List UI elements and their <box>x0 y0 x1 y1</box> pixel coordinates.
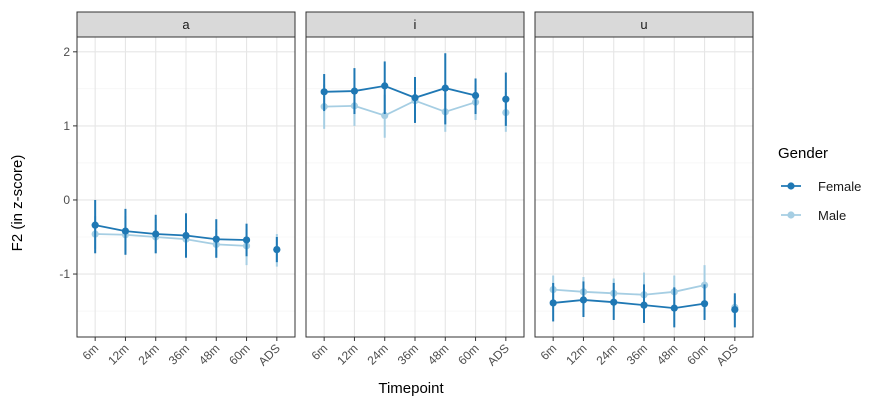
data-point <box>549 299 557 307</box>
data-point <box>502 95 510 103</box>
data-point <box>700 300 709 308</box>
x-tick-label: 12m <box>334 341 360 367</box>
series-line <box>553 284 705 296</box>
data-point <box>579 296 588 304</box>
x-tick-label: 24m <box>135 341 161 367</box>
facet-panel-i: i 6m 12m 24m 36m 48m 60m ADS <box>305 11 525 369</box>
x-tick-label: 24m <box>593 341 619 367</box>
data-point <box>212 235 220 243</box>
y-tick-label: 0 <box>63 193 70 207</box>
x-tick-label: ADS <box>256 341 283 368</box>
x-tick-label: 12m <box>563 341 589 367</box>
x-tick-label: 36m <box>395 341 421 367</box>
data-point <box>121 227 130 235</box>
x-tick-label: 24m <box>364 341 390 367</box>
facet-panel-a: a 6m 12m 24m 36m 48m 60m ADS <box>76 11 296 369</box>
x-tick-label: 36m <box>624 341 650 367</box>
data-point <box>320 88 328 96</box>
data-point <box>91 221 99 229</box>
legend-label-female: Female <box>818 179 861 194</box>
y-axis-title: F2 (in z-score) <box>9 155 26 252</box>
facet-strip <box>76 11 296 38</box>
y-tick-label: 2 <box>63 45 70 59</box>
data-point <box>152 230 160 238</box>
series-line <box>324 99 476 117</box>
x-tick-label: 6m <box>80 341 102 363</box>
data-point <box>640 301 648 309</box>
facet-panel-u: u 6m 12m 24m 36m 48m 60m ADS <box>534 11 754 369</box>
facet-strip-label: a <box>182 17 190 32</box>
x-tick-label: 36m <box>166 341 192 367</box>
facet-strip-label: u <box>640 17 647 32</box>
y-tick-label: -1 <box>59 267 70 281</box>
data-point <box>731 305 739 314</box>
data-point <box>441 84 449 92</box>
legend: Gender Female Male <box>778 145 861 223</box>
legend-key-point <box>787 211 795 219</box>
x-tick-label: 12m <box>105 341 131 367</box>
series-female <box>320 53 510 126</box>
x-tick-label: 6m <box>309 341 331 363</box>
data-point <box>273 245 281 254</box>
data-point <box>350 87 359 95</box>
legend-key-point <box>787 182 795 190</box>
legend-label-male: Male <box>818 208 846 223</box>
x-tick-label: 48m <box>425 341 451 367</box>
series-line <box>553 299 705 310</box>
x-tick-label: 48m <box>654 341 680 367</box>
x-tick-label: 60m <box>226 341 252 367</box>
x-tick-label: 60m <box>455 341 481 367</box>
data-point <box>471 91 480 100</box>
data-point <box>610 298 618 306</box>
series-female <box>91 199 281 263</box>
x-tick-label: ADS <box>485 341 512 368</box>
series-line <box>94 224 247 241</box>
facet-strip <box>305 11 525 38</box>
x-tick-label: ADS <box>714 341 741 368</box>
x-tick-label: 6m <box>538 341 560 363</box>
y-tick-label: 1 <box>63 119 70 133</box>
legend-title: Gender <box>778 145 828 162</box>
data-point <box>411 94 419 102</box>
facet-strip <box>534 11 754 38</box>
series-line <box>324 84 476 99</box>
series-line <box>95 233 247 247</box>
data-point <box>242 236 251 244</box>
data-point <box>670 304 678 312</box>
data-point <box>381 111 389 120</box>
data-point <box>381 82 389 90</box>
x-axis-title: Timepoint <box>378 380 444 397</box>
x-tick-label: 48m <box>196 341 222 367</box>
facet-strip-label: i <box>414 17 417 32</box>
data-point <box>182 231 190 240</box>
x-tick-label: 60m <box>684 341 710 367</box>
series-female <box>549 281 739 328</box>
